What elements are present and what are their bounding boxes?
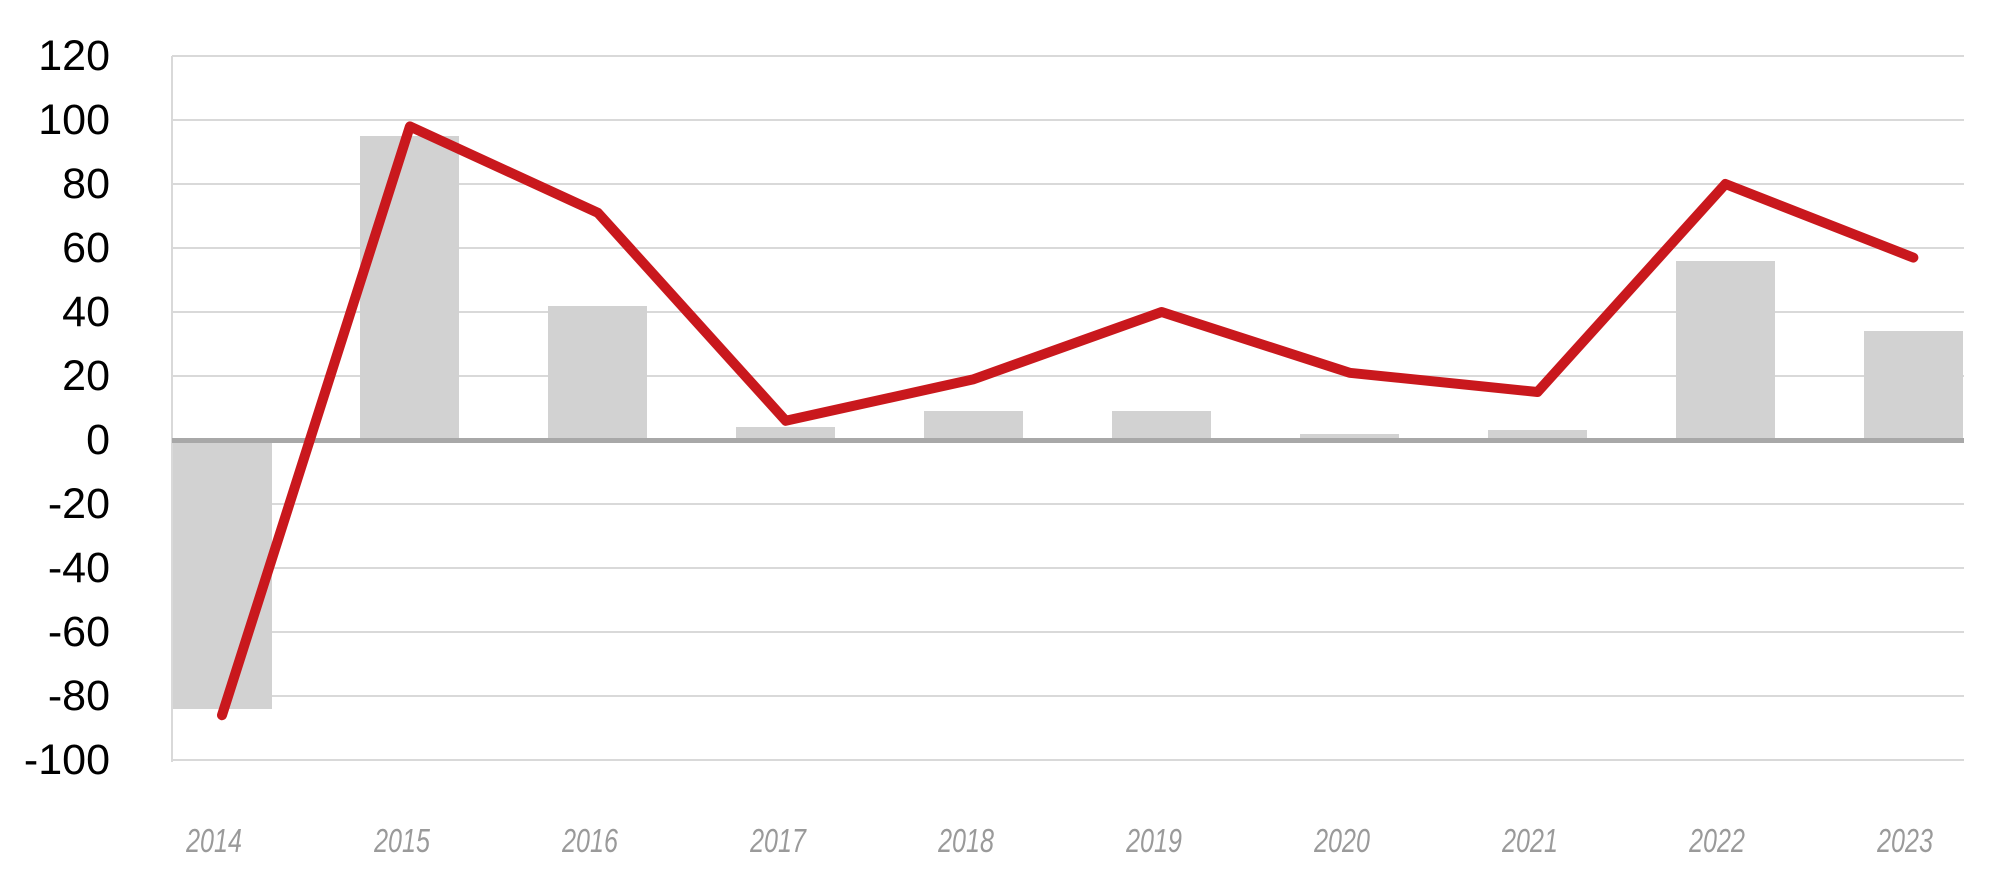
y-axis-tick-label-100: 100 (38, 96, 110, 144)
bar-2019 (1112, 411, 1212, 440)
gridline--40 (172, 567, 1964, 569)
y-axis-tick-label--40: -40 (47, 544, 110, 592)
y-axis-tick-label-40: 40 (62, 288, 110, 336)
gridline-80 (172, 183, 1964, 185)
gridline--100 (172, 759, 1964, 761)
line-series-path (217, 121, 1919, 721)
x-axis-tick-label-2014: 2014 (186, 822, 242, 859)
gridline-20 (172, 375, 1964, 377)
bar-2021 (1488, 430, 1587, 440)
y-axis-line (171, 56, 173, 762)
x-axis-tick-label-2020: 2020 (1313, 822, 1370, 859)
gridline-100 (172, 119, 1964, 121)
bar-2014 (172, 440, 272, 709)
bar-2015 (360, 136, 460, 440)
gridline--80 (172, 695, 1964, 697)
x-axis-tick-label-2021: 2021 (1501, 822, 1558, 859)
x-axis-tick-label-2017: 2017 (749, 822, 806, 859)
y-axis-tick-label-0: 0 (86, 416, 110, 464)
bar-2018 (924, 411, 1024, 440)
bar-2017 (736, 427, 836, 440)
x-axis-tick-label-2023: 2023 (1877, 822, 1934, 859)
gridline-40 (172, 311, 1964, 313)
y-axis-tick-label-80: 80 (62, 160, 110, 208)
bar-2022 (1675, 260, 1775, 440)
gridline-60 (172, 247, 1964, 249)
x-axis-tick-label-2022: 2022 (1689, 822, 1746, 859)
y-axis-tick-label--60: -60 (47, 608, 110, 656)
x-axis-tick-label-2019: 2019 (1125, 822, 1182, 859)
y-axis-tick-label-120: 120 (38, 32, 110, 80)
bar-2020 (1300, 433, 1400, 440)
y-axis-tick-label--20: -20 (47, 480, 110, 528)
gridline--20 (172, 503, 1964, 505)
x-axis-tick-label-2018: 2018 (937, 822, 994, 859)
gridline--60 (172, 631, 1964, 633)
bar-2016 (548, 305, 648, 440)
x-axis-tick-label-2016: 2016 (561, 822, 618, 859)
y-axis-tick-label-60: 60 (62, 224, 110, 272)
y-axis-tick-label--80: -80 (47, 672, 110, 720)
y-axis-tick-label--100: -100 (23, 736, 110, 784)
x-axis-tick-label-2015: 2015 (374, 822, 430, 859)
bar-2023 (1863, 331, 1963, 440)
gridline-120 (172, 55, 1964, 57)
zero-axis-line (172, 438, 1964, 443)
y-axis-tick-label-20: 20 (62, 352, 110, 400)
